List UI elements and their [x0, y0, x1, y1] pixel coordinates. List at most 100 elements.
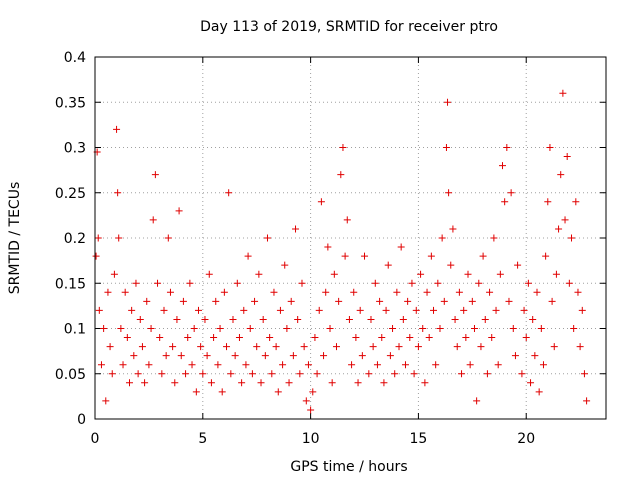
y-tick-label: 0.1	[64, 322, 86, 338]
data-point	[130, 352, 138, 360]
data-point	[276, 306, 284, 314]
plot-frame	[94, 56, 607, 420]
data-point	[326, 325, 334, 332]
data-point	[171, 379, 179, 387]
data-point	[302, 397, 310, 405]
data-point	[488, 334, 496, 342]
data-point	[114, 189, 122, 197]
data-point	[369, 343, 377, 351]
data-point	[261, 352, 269, 360]
y-tick-label: 0.2	[64, 231, 86, 247]
data-point	[156, 334, 164, 342]
y-tick-label: 0.15	[55, 276, 86, 292]
data-point	[313, 370, 321, 378]
data-point	[248, 370, 256, 378]
data-point	[406, 334, 414, 342]
data-point	[365, 370, 373, 378]
data-point	[100, 325, 108, 332]
data-point	[182, 370, 190, 378]
data-point	[496, 270, 504, 278]
data-point	[166, 288, 174, 296]
data-point	[561, 216, 569, 224]
data-point	[574, 288, 582, 296]
data-point	[151, 171, 159, 179]
data-point	[128, 306, 136, 314]
data-point	[102, 397, 110, 405]
data-point	[348, 361, 356, 369]
data-point	[147, 325, 155, 332]
data-point	[524, 279, 532, 287]
data-point	[322, 288, 330, 296]
data-point	[255, 270, 263, 278]
data-point	[263, 234, 271, 242]
data-point	[272, 343, 280, 351]
data-point	[466, 361, 474, 369]
data-point	[285, 379, 293, 387]
data-point	[518, 370, 526, 378]
data-point	[141, 379, 149, 387]
data-point	[533, 288, 541, 296]
data-point	[442, 144, 450, 151]
data-point	[430, 306, 438, 314]
data-point	[492, 306, 500, 314]
data-point	[328, 379, 336, 387]
data-point	[240, 306, 248, 314]
data-point	[542, 252, 550, 260]
data-point	[158, 370, 166, 378]
data-point	[563, 153, 571, 161]
y-tick-label: 0.35	[55, 95, 86, 111]
x-tick-label: 0	[91, 431, 100, 447]
data-point	[458, 370, 466, 378]
data-point	[190, 325, 198, 332]
data-point	[529, 315, 537, 323]
data-point	[425, 334, 433, 342]
data-point	[218, 388, 226, 396]
data-point	[509, 325, 517, 332]
data-point	[184, 334, 192, 342]
data-point	[501, 198, 509, 206]
data-point	[212, 297, 220, 305]
data-point	[145, 361, 153, 369]
data-point	[205, 270, 213, 278]
data-point	[281, 261, 289, 269]
data-point	[468, 297, 476, 305]
data-point	[108, 370, 116, 378]
data-point	[143, 297, 151, 305]
data-point	[555, 225, 563, 233]
data-point	[132, 279, 140, 287]
data-point	[380, 379, 388, 387]
data-point	[449, 225, 457, 233]
data-point	[436, 325, 444, 332]
axis-ticks: 0 0.05 0.1 0.15 0.2 0.25 0.3 0.35 0.4 0 5 10 15 20	[55, 50, 606, 447]
data-point	[244, 252, 252, 260]
data-point	[382, 306, 390, 314]
data-point	[300, 343, 308, 351]
data-point	[320, 352, 328, 360]
data-point	[177, 352, 185, 360]
data-point	[427, 252, 435, 260]
data-point	[544, 198, 552, 206]
data-point	[296, 370, 304, 378]
data-point	[343, 216, 351, 224]
data-point	[371, 279, 379, 287]
data-point	[568, 234, 576, 242]
data-point	[324, 243, 332, 251]
y-tick-label: 0	[77, 412, 86, 428]
x-axis-label: GPS time / hours	[290, 459, 407, 475]
data-point	[453, 343, 461, 351]
data-point	[576, 343, 584, 351]
data-point	[188, 361, 196, 369]
data-point	[138, 343, 146, 351]
data-point	[423, 288, 431, 296]
data-point	[384, 261, 392, 269]
data-point	[123, 334, 131, 342]
data-point	[580, 370, 588, 378]
data-point	[455, 288, 463, 296]
data-point	[292, 225, 300, 233]
data-point	[447, 261, 455, 269]
data-point	[192, 388, 200, 396]
grid	[95, 57, 606, 419]
data-point	[464, 270, 472, 278]
data-point	[259, 315, 267, 323]
data-point	[445, 189, 453, 197]
